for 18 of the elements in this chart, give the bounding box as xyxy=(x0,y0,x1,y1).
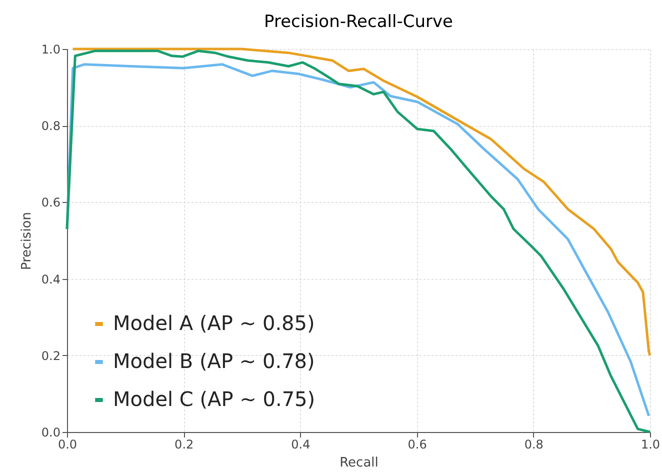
y-tick-label: 0.4 xyxy=(41,272,60,286)
y-tick-label: 0.8 xyxy=(41,119,60,134)
legend-label: Model B (AP ~ 0.78) xyxy=(113,349,315,373)
y-tick-label: 1.0 xyxy=(41,42,60,56)
x-tick-label: 0.4 xyxy=(291,438,310,452)
chart-title: Precision-Recall-Curve xyxy=(264,12,453,32)
y-tick-label: 0.6 xyxy=(41,196,60,210)
legend-label: Model A (AP ~ 0.85) xyxy=(113,311,315,335)
x-tick-label: 0.8 xyxy=(524,438,544,452)
x-tick-label: 0.2 xyxy=(174,438,194,452)
y-axis-title: Precision xyxy=(19,212,34,270)
y-tick-label: 0.0 xyxy=(41,426,60,440)
legend-label: Model C (AP ~ 0.75) xyxy=(113,387,316,411)
x-axis-title: Recall xyxy=(340,456,378,470)
x-tick-label: 0.0 xyxy=(58,438,78,452)
x-tick-label: 0.6 xyxy=(408,438,427,452)
x-tick-label: 1.0 xyxy=(640,438,660,452)
y-tick-label: 0.2 xyxy=(41,348,60,363)
